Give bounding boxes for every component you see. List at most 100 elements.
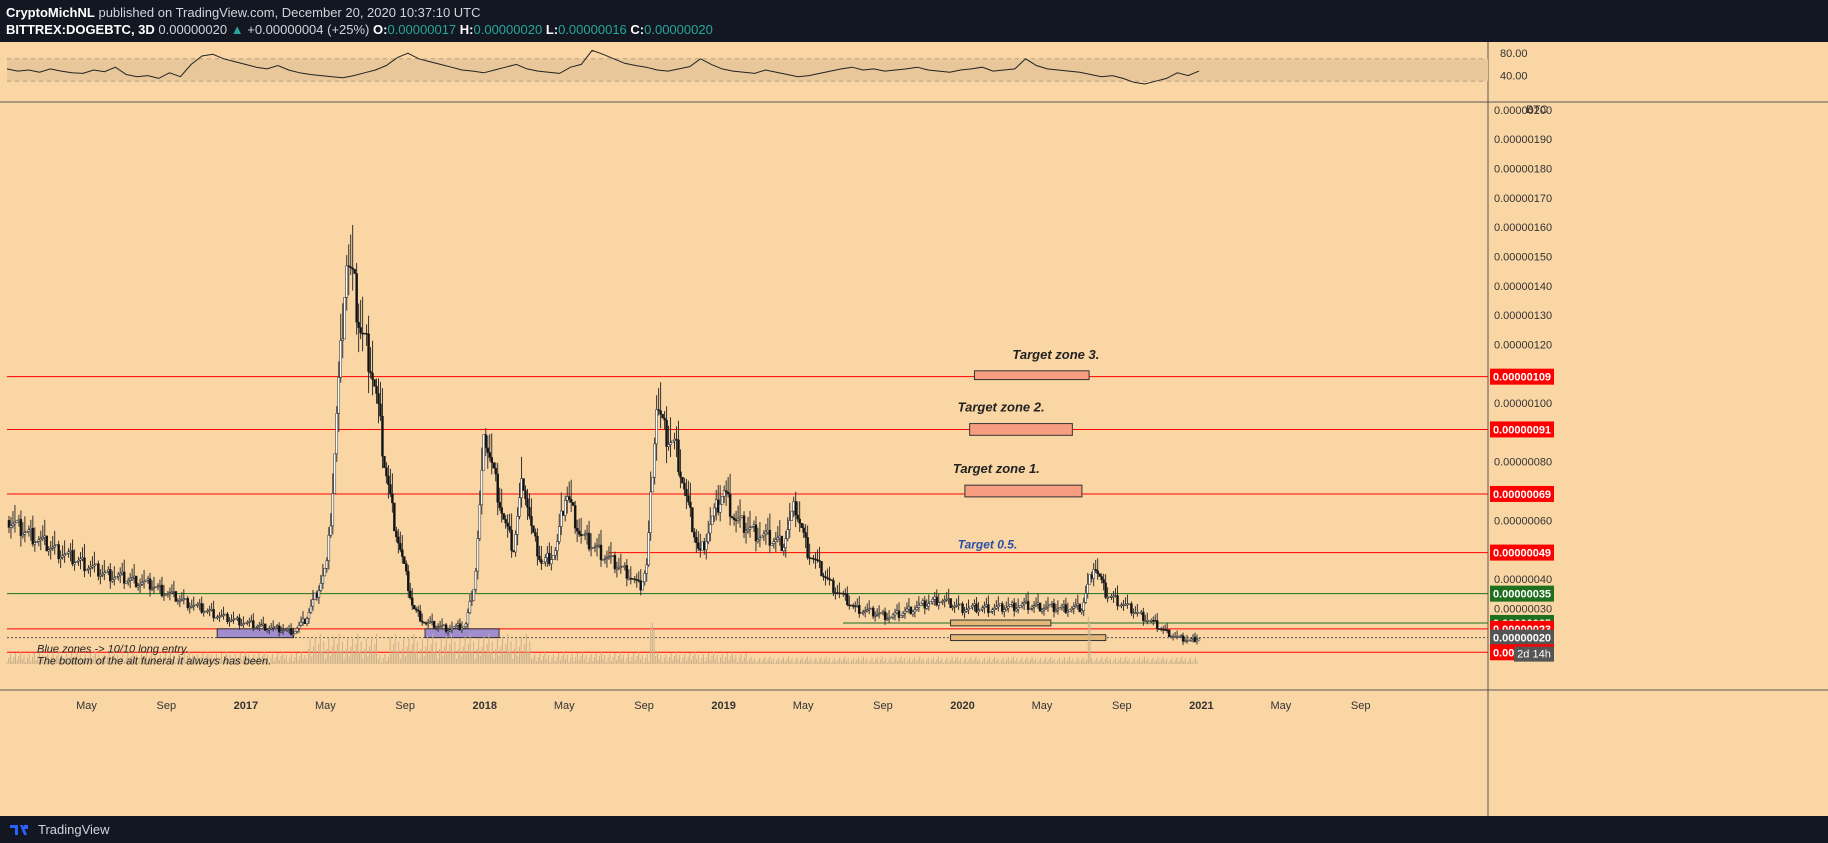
candle-body [174, 591, 178, 602]
candle-body [802, 527, 805, 533]
tradingview-logo[interactable]: TradingView [10, 822, 110, 837]
candle-body [295, 628, 299, 632]
candle-body [456, 623, 460, 626]
candle-body [246, 621, 249, 624]
candle-body [935, 596, 938, 606]
footer: TradingView [0, 816, 1828, 843]
candle-body [1082, 602, 1085, 611]
candle-body [1012, 602, 1016, 612]
candle-body [693, 531, 696, 538]
candle-body [567, 496, 571, 500]
candle-body [480, 469, 484, 506]
candle-body [774, 539, 778, 542]
candle-body [1183, 640, 1187, 643]
candle-body [778, 535, 782, 539]
candle-body [486, 447, 490, 453]
candle-body [653, 443, 656, 478]
candle-body [605, 557, 609, 559]
candle-body [522, 478, 525, 491]
candle-body [260, 624, 263, 626]
candle-body [192, 605, 195, 607]
publisher-name[interactable]: CryptoMichNL [6, 5, 95, 20]
candle-body [252, 620, 255, 629]
candle-body [927, 603, 931, 607]
candle-body [218, 615, 221, 618]
symbol-label[interactable]: BITTREX:DOGEBTC, 3D [6, 22, 155, 37]
candle-body [869, 607, 873, 610]
candle-body [416, 609, 420, 612]
candle-body [234, 618, 237, 620]
candle-body [1126, 603, 1129, 606]
candle-body [891, 614, 895, 618]
candle-body [273, 626, 277, 628]
candle-body [625, 565, 629, 579]
candle-body [1054, 610, 1058, 612]
y-tick-label: 0.00000030 [1494, 603, 1552, 615]
candle-body [240, 624, 243, 626]
candle-body [659, 410, 662, 415]
candle-body [941, 600, 944, 603]
candle-body [1106, 597, 1109, 599]
candle-body [943, 599, 946, 602]
candle-body [989, 610, 992, 613]
candle-body [35, 541, 39, 543]
up-arrow-icon: ▲ [230, 22, 244, 37]
candle-body [75, 561, 78, 564]
candle-body [1132, 612, 1135, 614]
candle-body [25, 530, 29, 533]
candle-body [289, 628, 293, 635]
candle-body [975, 603, 978, 613]
high-value: 0.00000020 [473, 22, 543, 37]
candle-body [1120, 604, 1123, 607]
y-tick-label: 0.00000140 [1494, 281, 1552, 293]
candle-body [188, 606, 192, 609]
candle-body [321, 575, 325, 584]
candle-body [937, 602, 940, 606]
candle-body [530, 516, 533, 526]
candle-body [893, 612, 897, 616]
x-tick-label: May [1032, 700, 1053, 712]
price-line-label-box [1490, 544, 1554, 561]
candle-body [1020, 603, 1024, 606]
candle-body [375, 386, 378, 394]
candle-body [1072, 606, 1076, 609]
candle-body [43, 535, 46, 538]
candle-body [695, 536, 698, 543]
candle-body [639, 580, 642, 591]
candle-body [222, 614, 225, 617]
candle-body [39, 538, 43, 541]
candle-body [134, 575, 138, 588]
candle-body [418, 610, 422, 622]
candle-body [190, 605, 194, 608]
candle-body [462, 626, 466, 629]
candle-body [858, 604, 861, 614]
candle-body [820, 561, 823, 577]
x-tick-label: 2018 [472, 700, 496, 712]
close-value: 0.00000020 [644, 22, 713, 37]
candle-body [591, 546, 595, 549]
candle-body [838, 592, 841, 595]
candle-body [703, 541, 706, 551]
y-tick-label: 0.00000100 [1494, 398, 1552, 410]
candle-body [59, 557, 62, 560]
candle-body [269, 627, 273, 630]
candle-body [967, 608, 970, 611]
candle-body [403, 556, 406, 564]
x-tick-label: May [793, 700, 814, 712]
candle-body [865, 609, 869, 612]
candle-body [385, 467, 388, 477]
candle-body [341, 338, 344, 341]
chart-header: CryptoMichNL published on TradingView.co… [0, 0, 1828, 42]
candle-body [589, 547, 593, 550]
candle-body [1169, 636, 1173, 638]
candle-body [238, 617, 241, 626]
low-label: L: [545, 22, 559, 37]
candle-body [558, 526, 561, 542]
candle-body [1068, 609, 1072, 612]
candle-body [965, 609, 968, 612]
candle-body [879, 612, 883, 614]
candle-body [1086, 583, 1089, 594]
candle-body [788, 520, 791, 530]
candle-body [699, 548, 702, 551]
